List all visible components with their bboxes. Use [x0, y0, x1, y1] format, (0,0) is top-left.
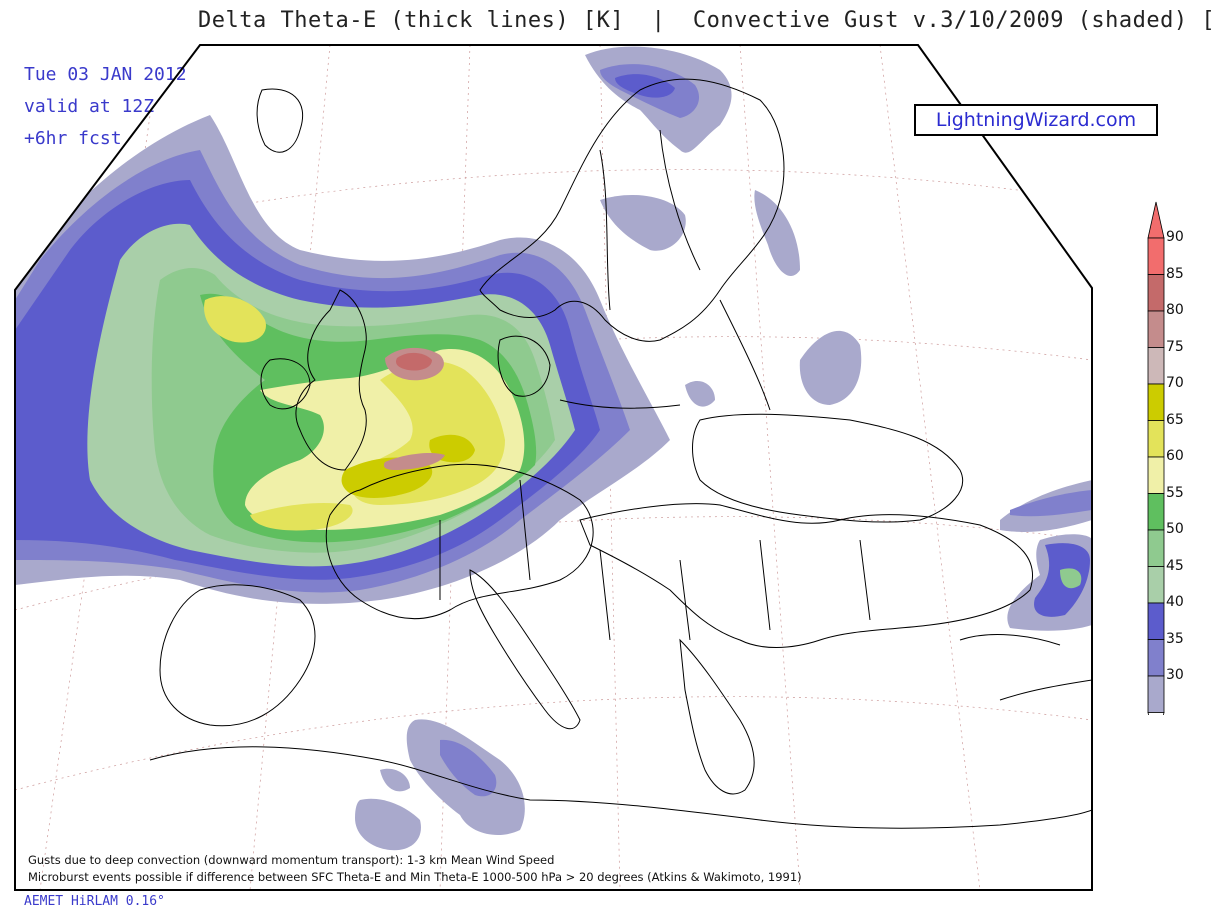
legend-swatch-50 [1147, 529, 1165, 567]
legend-label-60: 60 [1166, 448, 1184, 464]
gust-shading-east [1000, 480, 1092, 631]
legend-swatch-85 [1147, 274, 1165, 312]
legend-swatch-35 [1147, 639, 1165, 677]
legend-swatch-30 [1147, 675, 1165, 713]
gust-shading-main [15, 115, 670, 604]
color-legend [1147, 201, 1165, 715]
legend-swatch-70 [1147, 383, 1165, 421]
footnote-gusts: Gusts due to deep convection (downward m… [28, 853, 555, 867]
band-65b [204, 296, 266, 343]
forecast-hour: +6hr fcst [24, 128, 122, 149]
footnote-microburst: Microburst events possible if difference… [28, 870, 802, 884]
legend-swatch-55 [1147, 493, 1165, 531]
legend-label-30: 30 [1166, 667, 1184, 683]
band-80 [396, 352, 432, 371]
legend-label-65: 65 [1166, 411, 1184, 428]
legend-label-35: 35 [1166, 630, 1184, 647]
legend-label-75: 75 [1166, 338, 1184, 355]
legend-swatch-40 [1147, 602, 1165, 640]
legend-label-70: 70 [1166, 375, 1184, 391]
legend-swatch-60 [1147, 456, 1165, 494]
legend-label-90: 90 [1166, 229, 1184, 245]
legend-arrow-top [1147, 201, 1165, 239]
gust-shading-south [355, 719, 525, 851]
legend-label-50: 50 [1166, 521, 1184, 537]
legend-label-80: 80 [1166, 302, 1184, 318]
legend-swatch-65 [1147, 420, 1165, 458]
chart-title: Delta Theta-E (thick lines) [K] | Convec… [198, 8, 1216, 33]
legend-label-85: 85 [1166, 265, 1184, 282]
map-frame [14, 44, 1093, 891]
coastlines [149, 78, 1092, 829]
legend-label-40: 40 [1166, 594, 1184, 610]
legend-arrow-bottom [1147, 712, 1165, 715]
legend-swatch-80 [1147, 310, 1165, 348]
legend-label-55: 55 [1166, 484, 1184, 501]
legend-label-45: 45 [1166, 557, 1184, 574]
band-75b [383, 452, 445, 470]
legend-swatch-90 [1147, 237, 1165, 275]
brand-logo[interactable]: LightningWizard.com [914, 104, 1158, 136]
valid-time: valid at 12Z [24, 96, 155, 117]
gust-shading-north [585, 46, 862, 407]
legend-swatch-75 [1147, 347, 1165, 385]
run-date: Tue 03 JAN 2012 [24, 64, 187, 85]
legend-swatch-45 [1147, 566, 1165, 604]
model-credit: AEMET HiRLAM 0.16° [24, 894, 165, 909]
